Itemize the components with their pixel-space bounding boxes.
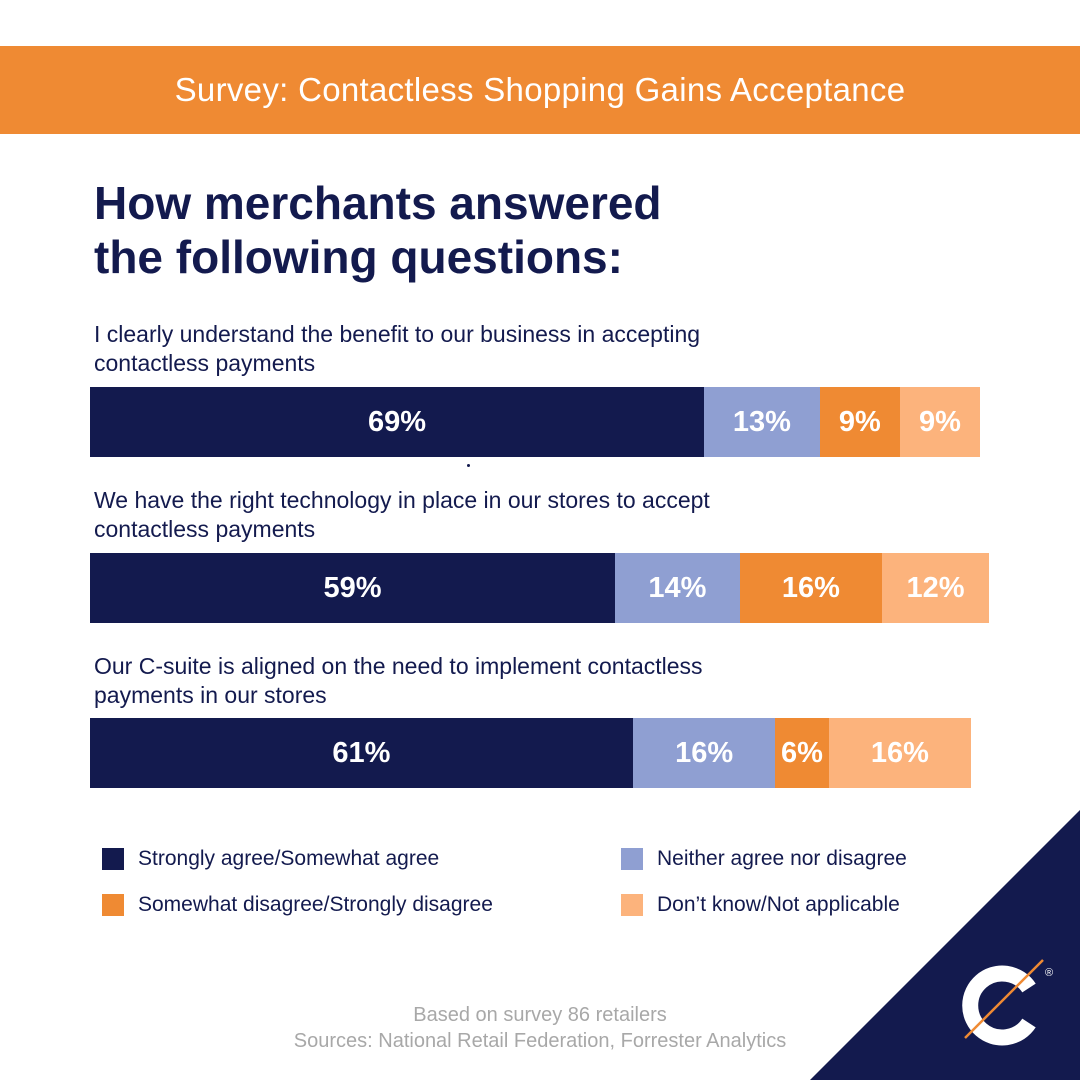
- question-2-line-2: contactless payments: [94, 516, 316, 542]
- data-label: 9%: [838, 405, 881, 438]
- bar-segment-neutral: 14%: [615, 553, 740, 623]
- footnote-line-2: Sources: National Retail Federation, For…: [293, 1030, 787, 1052]
- data-label: 59%: [323, 571, 382, 604]
- legend-neutral: Neither agree nor disagree: [621, 847, 907, 871]
- data-label: 16%: [675, 736, 734, 769]
- legend-agree: Strongly agree/Somewhat agree: [102, 847, 439, 871]
- data-label: 13%: [732, 405, 791, 438]
- corner-logo: ®: [810, 810, 1080, 1080]
- bar-question-3: 61% 16% 6% 16%: [90, 718, 972, 788]
- legend-swatch-agree: [102, 848, 124, 870]
- page-heading: How merchants answered the following que…: [94, 176, 994, 284]
- title-banner: Survey: Contactless Shopping Gains Accep…: [0, 46, 1080, 134]
- data-label: 16%: [870, 736, 929, 769]
- legend-swatch-unknown: [621, 894, 643, 916]
- bar-segment-disagree: 6%: [775, 718, 829, 788]
- question-1-line-2: contactless payments: [94, 350, 316, 376]
- data-label: 12%: [906, 571, 965, 604]
- data-label: 6%: [781, 736, 823, 769]
- question-1-line-1: I clearly understand the benefit to our …: [94, 321, 701, 347]
- data-label: 16%: [781, 571, 840, 604]
- bar-segment-agree: 61%: [90, 718, 633, 788]
- heading-line-1: How merchants answered: [94, 177, 662, 229]
- stray-dot: [467, 464, 470, 467]
- question-3: Our C-suite is aligned on the need to im…: [94, 652, 994, 710]
- bar-segment-agree: 59%: [90, 553, 616, 623]
- legend-disagree: Somewhat disagree/Strongly disagree: [102, 893, 493, 917]
- legend-swatch-disagree: [102, 894, 124, 916]
- legend-label-agree: Strongly agree/Somewhat agree: [138, 847, 440, 870]
- legend-swatch-neutral: [621, 848, 643, 870]
- question-2: We have the right technology in place in…: [94, 486, 994, 544]
- c-logo-icon: [962, 959, 1044, 1046]
- data-label: 9%: [918, 405, 961, 438]
- bar-segment-neutral: 16%: [632, 718, 776, 788]
- data-label: 69%: [368, 405, 427, 438]
- legend-label-disagree: Somewhat disagree/Strongly disagree: [138, 893, 493, 916]
- legend-unknown: Don’t know/Not applicable: [621, 893, 900, 917]
- legend-label-neutral: Neither agree nor disagree: [657, 847, 907, 870]
- question-2-line-1: We have the right technology in place in…: [94, 487, 710, 513]
- footnote-line-1: Based on survey 86 retailers: [413, 1004, 667, 1026]
- bar-segment-unknown: 9%: [899, 387, 980, 457]
- question-1: I clearly understand the benefit to our …: [94, 320, 994, 378]
- footnote: Based on survey 86 retailers Sources: Na…: [0, 1002, 1080, 1054]
- bar-segment-neutral: 13%: [704, 387, 820, 457]
- legend-label-unknown: Don’t know/Not applicable: [657, 893, 900, 916]
- question-3-line-1: Our C-suite is aligned on the need to im…: [94, 653, 703, 679]
- corner-triangle: [810, 810, 1080, 1080]
- bar-segment-disagree: 9%: [819, 387, 900, 457]
- bar-segment-unknown: 16%: [828, 718, 972, 788]
- heading-line-2: the following questions:: [94, 231, 623, 283]
- data-label: 61%: [332, 736, 391, 769]
- registered-mark: ®: [1045, 967, 1053, 979]
- bar-segment-disagree: 16%: [739, 553, 883, 623]
- bar-question-2: 59% 14% 16% 12%: [90, 553, 989, 623]
- data-label: 14%: [648, 571, 707, 604]
- banner-title: Survey: Contactless Shopping Gains Accep…: [174, 71, 906, 108]
- bar-question-1: 69% 13% 9% 9%: [90, 387, 980, 457]
- bar-segment-agree: 69%: [90, 387, 705, 457]
- bar-segment-unknown: 12%: [882, 553, 989, 623]
- question-3-line-2: payments in our stores: [94, 682, 327, 708]
